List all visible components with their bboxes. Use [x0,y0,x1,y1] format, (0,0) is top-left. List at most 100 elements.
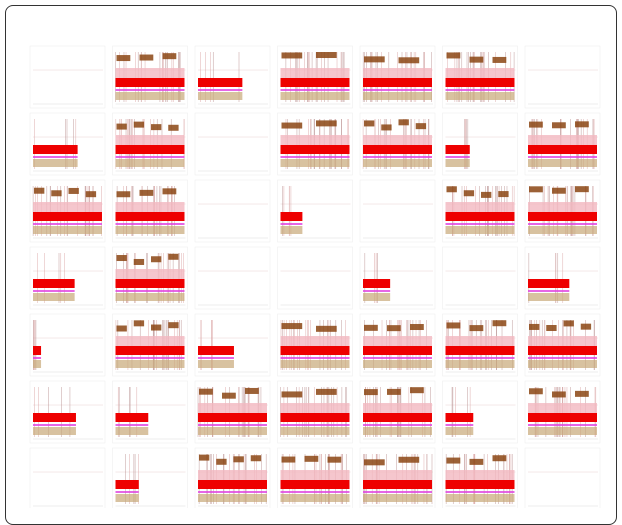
thumbnail [112,45,188,109]
tan-band [528,226,597,234]
pink-band [280,470,350,480]
magenta-line [363,156,432,158]
thumbnail [194,179,271,243]
tan-band [33,293,75,301]
pink-band [115,135,185,145]
thumbnail [359,45,436,109]
thumbnail [359,313,436,377]
magenta-line [528,290,570,292]
panel-bg [524,45,601,109]
brown-band [116,55,131,62]
brown-band [364,389,378,396]
magenta-line [198,357,234,359]
panel-bg [29,45,106,109]
tan-band [445,494,515,502]
brown-band [469,325,484,332]
red-band [280,212,303,221]
brown-band [446,457,461,464]
tan-band [528,293,570,301]
thumbnail [442,179,518,243]
thumbnail [29,179,106,243]
magenta-line [528,357,597,359]
magenta-line [115,424,149,426]
thumbnail [194,380,271,444]
brown-band [151,256,162,263]
magenta-line [33,223,102,225]
pink-band [280,68,350,78]
magenta-line [363,290,391,292]
tan-band [280,427,350,435]
tan-band [280,226,303,234]
page: {} (() => { const svg = document.getElem… [5,5,617,525]
magenta-line [280,424,350,426]
tan-band [363,92,432,100]
brown-band [316,325,337,332]
red-band [198,480,267,489]
thumbnail [29,45,106,109]
panel-bg [194,112,271,176]
pink-band [280,403,350,413]
magenta-line [33,424,76,426]
red-band [363,145,432,154]
magenta-line [528,156,597,158]
brown-band [199,454,210,461]
brown-band [85,191,97,198]
pink-band [363,68,432,78]
thumbnail [524,45,601,109]
red-band [115,279,185,288]
pink-band [198,403,267,413]
thumbnail [29,313,106,377]
red-band [280,480,350,489]
brown-band [364,324,378,331]
magenta-line [445,424,474,426]
brown-band [398,57,420,64]
brown-band [415,123,427,130]
red-band [280,145,350,154]
brown-band [469,56,484,63]
panel-bg [29,313,106,377]
thumbnail [524,179,601,243]
tan-band [115,226,185,234]
brown-band [151,124,162,131]
red-band [198,346,234,355]
tan-band [115,92,185,100]
red-band [115,212,185,221]
red-band [363,78,432,87]
red-band [33,212,102,221]
thumbnail [442,447,518,508]
brown-band [552,122,566,129]
brown-band [168,124,179,131]
tan-band [445,92,515,100]
pink-band [363,135,432,145]
brown-band [575,186,589,193]
tan-band [363,427,432,435]
tan-band [198,360,234,368]
brown-band [481,191,492,198]
red-band [363,346,432,355]
pink-band [198,470,267,480]
magenta-line [198,89,243,91]
thumbnail [442,45,518,109]
brown-band [364,459,385,466]
tan-band [33,226,102,234]
magenta-line [280,491,350,493]
tan-band [198,92,243,100]
magenta-line [445,89,515,91]
thumbnail [112,447,188,508]
brown-band [222,392,236,399]
thumbnail [277,447,353,508]
tan-band [528,360,597,368]
brown-band [245,387,259,394]
thumbnail [194,447,271,508]
thumbnail [194,313,271,377]
tan-band [363,494,432,502]
brown-band [68,187,79,194]
tan-band [280,92,350,100]
magenta-line [115,156,185,158]
tan-band [280,494,350,502]
thumbnail [359,112,436,176]
thumbnail [524,313,601,377]
red-band [363,480,432,489]
tan-band [445,427,474,435]
brown-band [151,324,162,331]
